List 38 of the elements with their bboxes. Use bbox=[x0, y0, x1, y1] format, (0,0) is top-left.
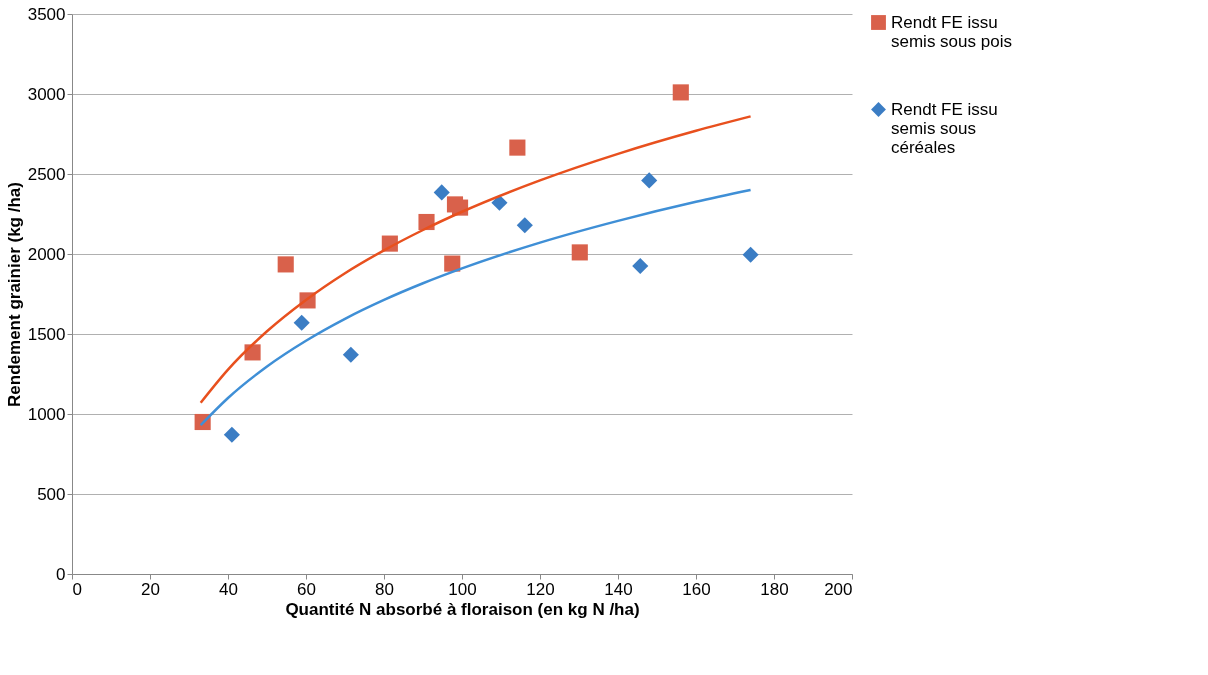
point bbox=[742, 246, 759, 263]
point bbox=[641, 172, 658, 189]
point bbox=[516, 217, 533, 234]
x-tick-label: 140 bbox=[604, 579, 633, 599]
point bbox=[491, 194, 508, 211]
y-axis-title: Rendement grainier (kg /ha) bbox=[4, 182, 24, 407]
legend-label: Rendt FE issu semis sous pois bbox=[891, 12, 1012, 51]
point bbox=[293, 314, 310, 331]
x-tick-label: 60 bbox=[297, 579, 316, 599]
y-tick-label: 2500 bbox=[27, 164, 66, 184]
point bbox=[509, 139, 526, 156]
y-tick-label: 1500 bbox=[27, 324, 66, 344]
x-tick-label: 100 bbox=[448, 579, 477, 599]
y-tick-label: 0 bbox=[56, 564, 66, 584]
y-tick-label: 500 bbox=[37, 484, 66, 504]
x-tick-label: 80 bbox=[375, 579, 394, 599]
point bbox=[632, 257, 649, 275]
point bbox=[223, 426, 240, 443]
point bbox=[433, 184, 450, 201]
y-tick-label: 2000 bbox=[27, 244, 66, 264]
x-axis-title: Quantité N absorbé à floraison (en kg N /ha) bbox=[285, 599, 640, 619]
x-tick-label: 120 bbox=[526, 579, 555, 599]
x-tick-label: 200 bbox=[824, 579, 853, 599]
x-tick-label: 20 bbox=[141, 579, 160, 599]
point bbox=[342, 346, 359, 363]
x-tick-label: 180 bbox=[760, 579, 789, 599]
point bbox=[672, 84, 689, 101]
point bbox=[571, 244, 588, 261]
point bbox=[277, 256, 294, 273]
line-series bbox=[199, 115, 752, 405]
y-tick-label: 1000 bbox=[27, 404, 66, 424]
point bbox=[444, 255, 461, 272]
y-tick-label: 3500 bbox=[27, 4, 66, 24]
x-tick-label: 40 bbox=[219, 579, 238, 599]
x-tick-label: 160 bbox=[682, 579, 711, 599]
x-tick-label: 0 bbox=[72, 579, 82, 599]
legend-label: Rendt FE issu semis sous céréales bbox=[891, 99, 998, 157]
y-tick-label: 3000 bbox=[27, 84, 66, 104]
